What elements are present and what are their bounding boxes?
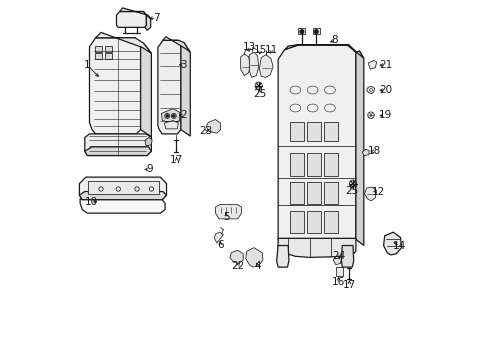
Polygon shape bbox=[158, 40, 181, 134]
Text: 4: 4 bbox=[254, 261, 261, 271]
Bar bbox=[290, 182, 304, 204]
Bar bbox=[324, 122, 338, 141]
Text: 17: 17 bbox=[170, 155, 183, 165]
Polygon shape bbox=[120, 8, 151, 19]
Polygon shape bbox=[384, 232, 402, 255]
Polygon shape bbox=[96, 32, 151, 53]
Text: 13: 13 bbox=[243, 42, 256, 52]
Polygon shape bbox=[164, 121, 178, 129]
Text: 20: 20 bbox=[379, 85, 392, 95]
Text: 16: 16 bbox=[332, 276, 345, 287]
Polygon shape bbox=[145, 15, 151, 30]
Bar bbox=[290, 211, 304, 233]
Bar bbox=[95, 46, 102, 52]
Bar bbox=[307, 211, 320, 233]
Bar bbox=[336, 267, 343, 276]
Polygon shape bbox=[241, 54, 250, 76]
Text: 1: 1 bbox=[84, 60, 91, 70]
Bar bbox=[324, 182, 338, 204]
Text: 24: 24 bbox=[333, 251, 346, 261]
Polygon shape bbox=[365, 187, 376, 201]
Text: 10: 10 bbox=[84, 197, 98, 207]
Polygon shape bbox=[259, 55, 273, 77]
Polygon shape bbox=[79, 192, 167, 200]
Text: 19: 19 bbox=[379, 110, 392, 120]
Polygon shape bbox=[367, 86, 374, 94]
Bar bbox=[290, 153, 304, 176]
Polygon shape bbox=[163, 37, 190, 52]
Polygon shape bbox=[230, 250, 243, 264]
Bar bbox=[307, 182, 320, 204]
Polygon shape bbox=[206, 120, 220, 133]
Polygon shape bbox=[117, 12, 147, 27]
Text: 6: 6 bbox=[217, 240, 224, 250]
Polygon shape bbox=[90, 38, 141, 134]
Polygon shape bbox=[85, 134, 151, 156]
Text: 5: 5 bbox=[223, 212, 230, 222]
Polygon shape bbox=[363, 149, 369, 156]
Text: 18: 18 bbox=[368, 146, 381, 156]
Polygon shape bbox=[277, 246, 289, 267]
Polygon shape bbox=[245, 248, 263, 267]
Text: 25: 25 bbox=[253, 89, 266, 99]
Circle shape bbox=[166, 115, 169, 117]
Circle shape bbox=[315, 30, 318, 33]
Polygon shape bbox=[141, 43, 151, 137]
Circle shape bbox=[172, 115, 175, 117]
Text: 3: 3 bbox=[180, 60, 187, 70]
Text: 2: 2 bbox=[180, 110, 187, 120]
Text: 7: 7 bbox=[153, 13, 160, 23]
Text: 15: 15 bbox=[253, 45, 267, 55]
Text: 21: 21 bbox=[379, 60, 392, 70]
Polygon shape bbox=[162, 109, 179, 123]
Polygon shape bbox=[145, 138, 152, 146]
Text: 22: 22 bbox=[231, 261, 245, 271]
Text: 25: 25 bbox=[345, 186, 359, 196]
Bar bbox=[105, 53, 112, 59]
Polygon shape bbox=[342, 246, 354, 267]
Text: 23: 23 bbox=[199, 126, 212, 136]
Polygon shape bbox=[216, 204, 242, 219]
Text: 9: 9 bbox=[147, 164, 153, 174]
Polygon shape bbox=[285, 45, 364, 58]
Polygon shape bbox=[215, 232, 223, 243]
Polygon shape bbox=[80, 199, 165, 213]
Bar bbox=[298, 28, 305, 34]
Bar bbox=[324, 153, 338, 176]
Bar bbox=[105, 46, 112, 52]
Text: 8: 8 bbox=[332, 35, 338, 45]
Bar bbox=[95, 53, 102, 59]
Bar bbox=[290, 122, 304, 141]
Polygon shape bbox=[278, 238, 356, 257]
Polygon shape bbox=[356, 51, 364, 246]
Text: 12: 12 bbox=[371, 186, 385, 197]
Polygon shape bbox=[79, 177, 167, 200]
Polygon shape bbox=[333, 256, 342, 265]
Bar bbox=[313, 28, 320, 34]
Polygon shape bbox=[249, 52, 259, 77]
Bar bbox=[88, 181, 159, 194]
Polygon shape bbox=[368, 60, 377, 69]
Bar bbox=[307, 122, 320, 141]
Polygon shape bbox=[278, 45, 356, 251]
Text: 14: 14 bbox=[393, 240, 406, 251]
Polygon shape bbox=[181, 42, 190, 136]
Bar bbox=[307, 153, 320, 176]
Bar bbox=[324, 211, 338, 233]
Text: 17: 17 bbox=[343, 280, 356, 290]
Circle shape bbox=[300, 30, 304, 33]
Text: 11: 11 bbox=[265, 45, 278, 55]
Polygon shape bbox=[85, 147, 151, 156]
